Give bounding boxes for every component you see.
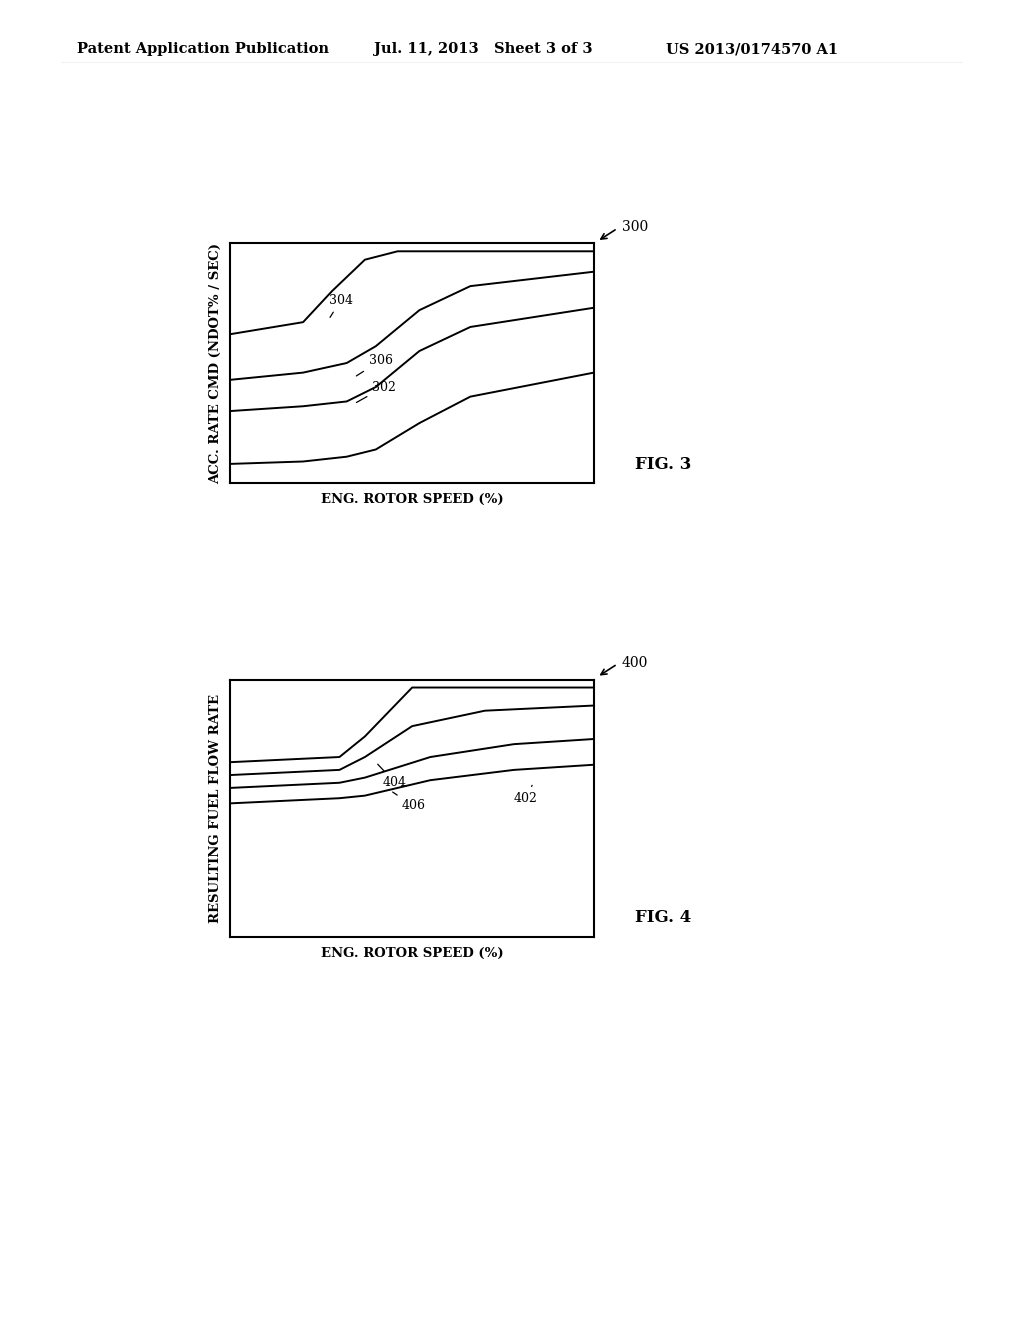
X-axis label: ENG. ROTOR SPEED (%): ENG. ROTOR SPEED (%) bbox=[321, 492, 504, 506]
Text: US 2013/0174570 A1: US 2013/0174570 A1 bbox=[666, 42, 838, 57]
Text: 400: 400 bbox=[622, 656, 648, 669]
Text: FIG. 3: FIG. 3 bbox=[635, 457, 691, 473]
Text: 404: 404 bbox=[378, 764, 408, 789]
Text: 402: 402 bbox=[514, 785, 538, 805]
Text: Jul. 11, 2013   Sheet 3 of 3: Jul. 11, 2013 Sheet 3 of 3 bbox=[374, 42, 592, 57]
Text: Patent Application Publication: Patent Application Publication bbox=[77, 42, 329, 57]
Text: 406: 406 bbox=[392, 792, 425, 812]
Text: 306: 306 bbox=[356, 354, 392, 376]
Y-axis label: RESULTING FUEL FLOW RATE: RESULTING FUEL FLOW RATE bbox=[209, 694, 222, 923]
Text: FIG. 4: FIG. 4 bbox=[635, 909, 691, 925]
X-axis label: ENG. ROTOR SPEED (%): ENG. ROTOR SPEED (%) bbox=[321, 946, 504, 960]
Text: 302: 302 bbox=[356, 380, 396, 403]
Text: 300: 300 bbox=[622, 220, 648, 234]
Y-axis label: ACC. RATE CMD (NDOT% / SEC): ACC. RATE CMD (NDOT% / SEC) bbox=[209, 243, 222, 483]
Text: 304: 304 bbox=[329, 294, 352, 317]
